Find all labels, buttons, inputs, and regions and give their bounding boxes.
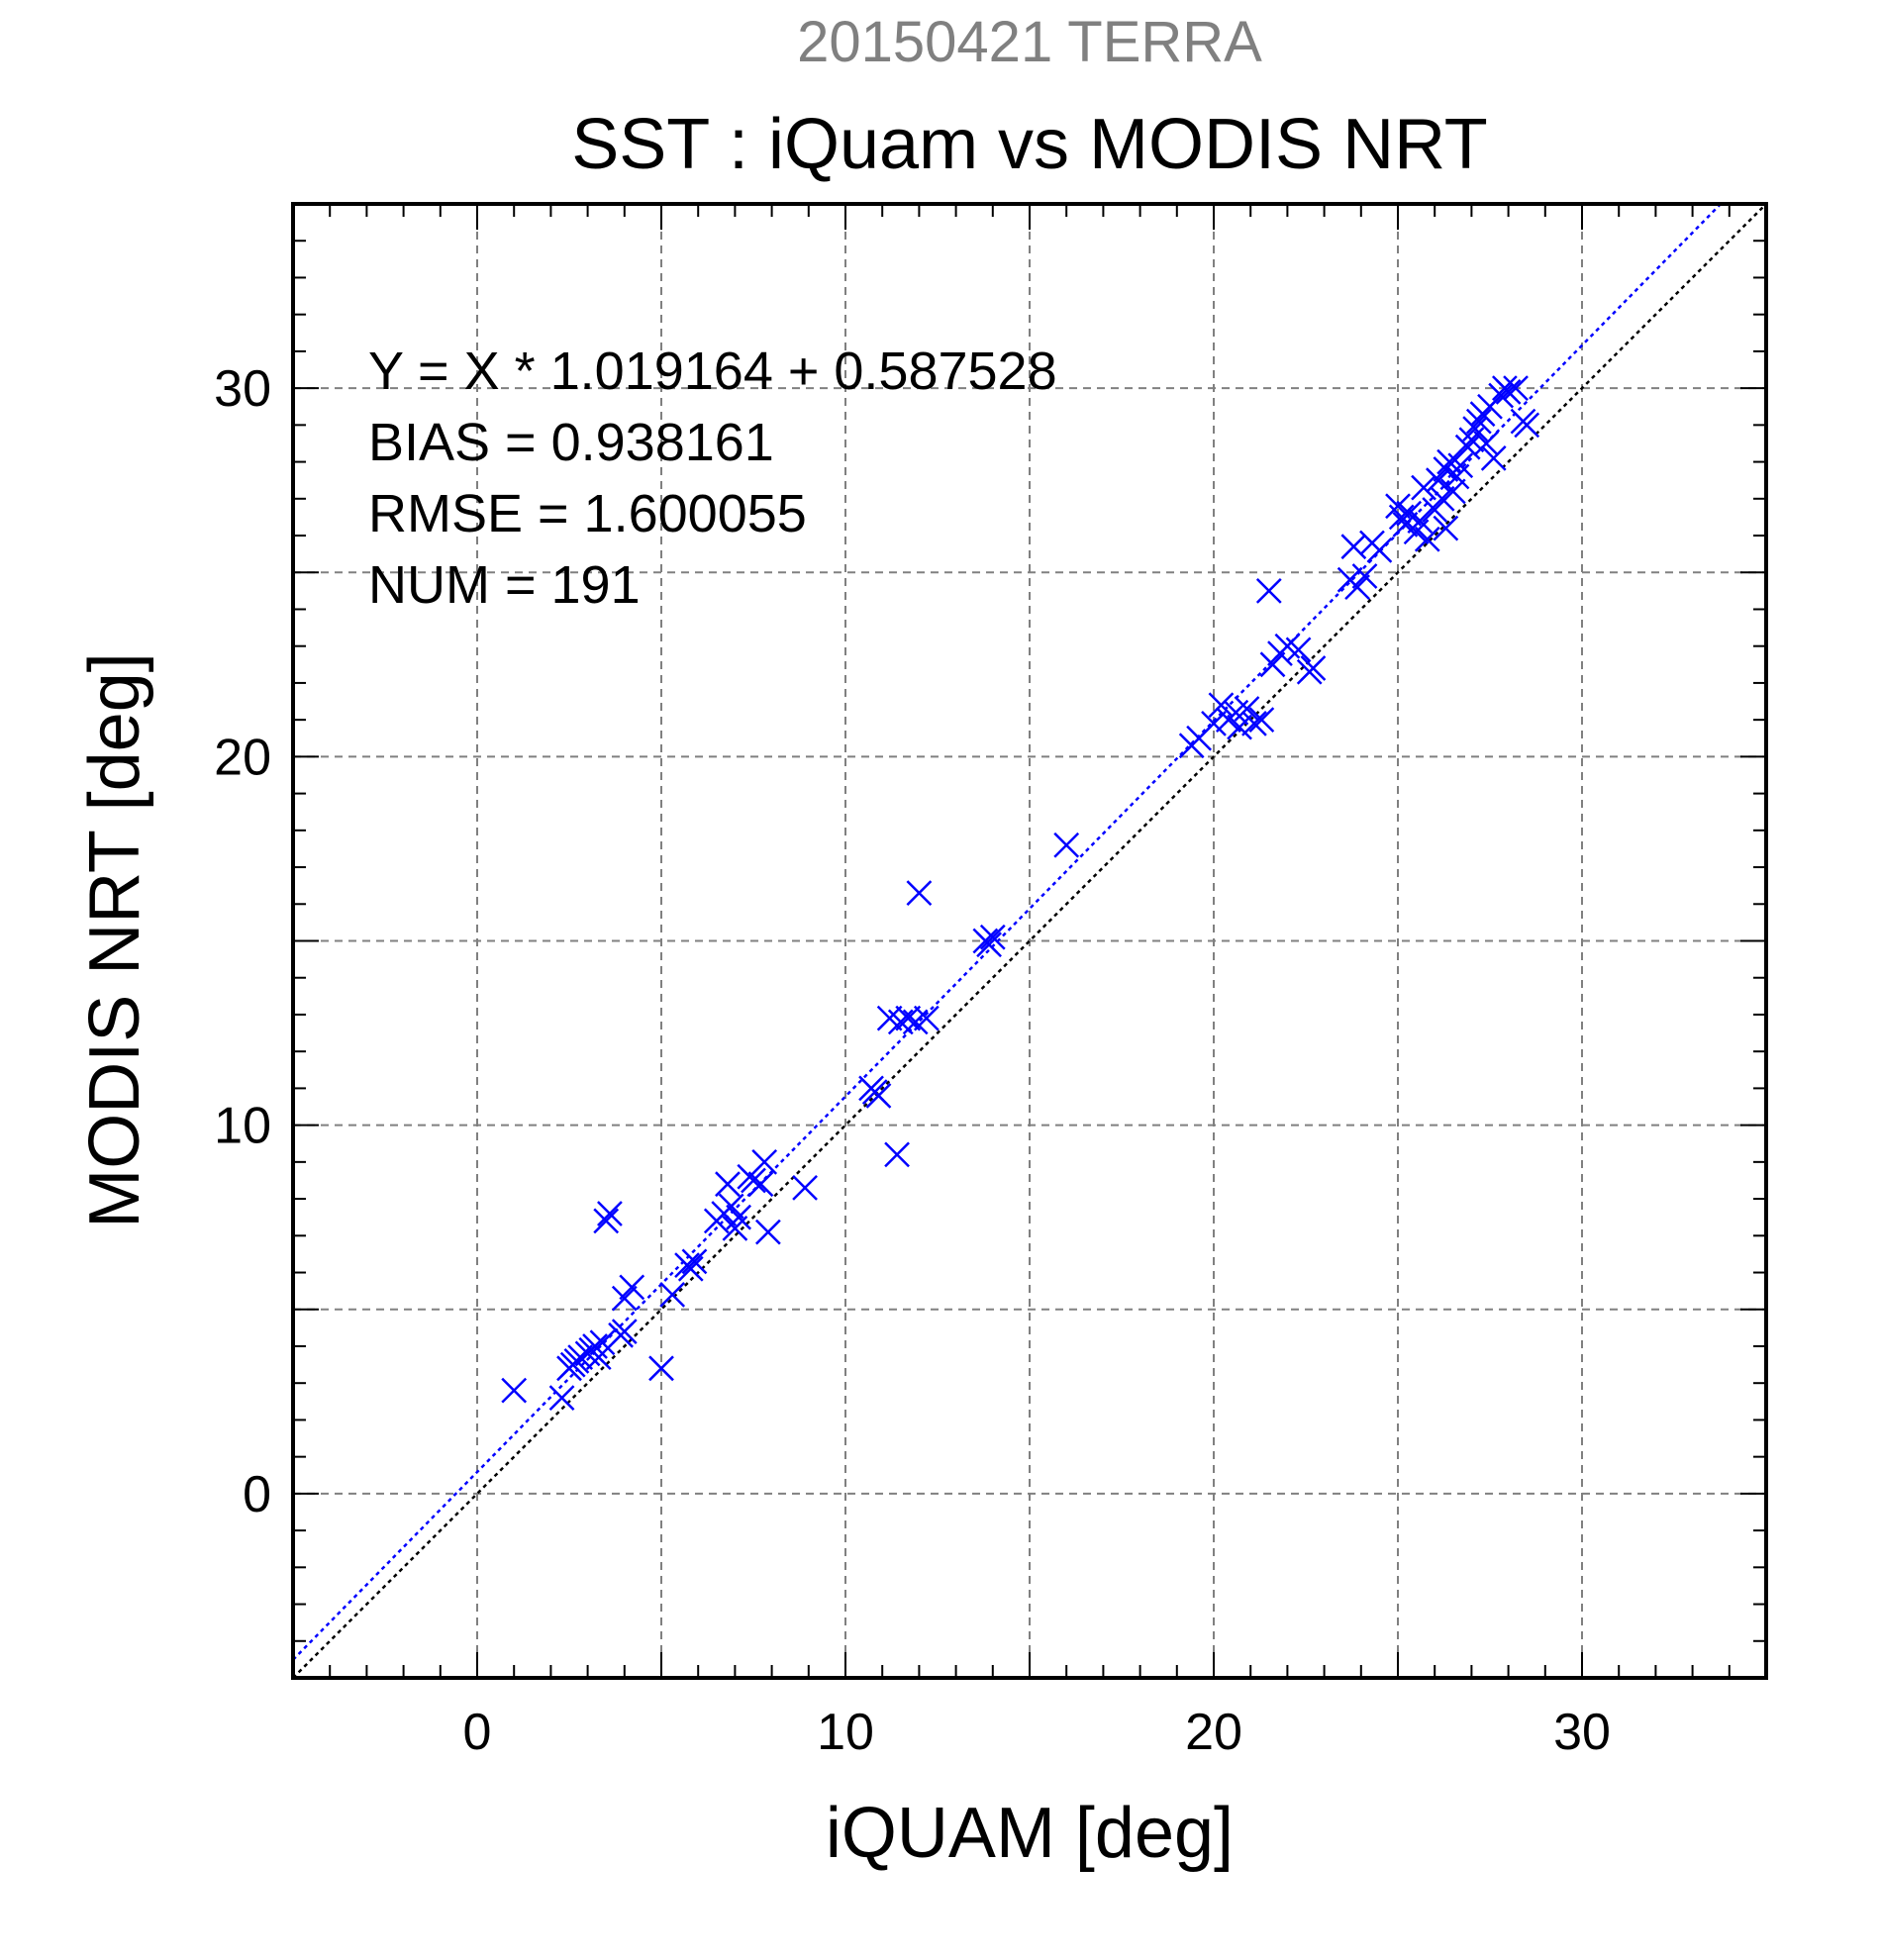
x-tick-label: 30 — [1553, 1704, 1611, 1761]
data-point-marker — [715, 1171, 741, 1198]
y-tick-label: 10 — [214, 1098, 271, 1155]
data-point-marker — [726, 1204, 752, 1230]
data-point-marker — [1259, 651, 1286, 678]
data-point-marker — [677, 1255, 704, 1282]
data-point-marker — [619, 1274, 645, 1301]
axis-ticks: 0 10 20 30 0 10 20 30 — [214, 204, 1766, 1761]
chart-title: SST : iQuam vs MODIS NRT — [571, 105, 1488, 184]
data-point-marker — [681, 1248, 708, 1275]
data-point-marker — [611, 1319, 638, 1344]
plot-frame — [291, 202, 1768, 1680]
data-point-marker — [1201, 710, 1227, 736]
data-point-marker — [754, 1219, 781, 1245]
data-point-marker — [1344, 574, 1370, 601]
reference-lines — [293, 204, 1766, 1678]
data-point-marker — [1241, 710, 1267, 736]
data-point-marker — [1514, 412, 1540, 439]
data-point-marker — [1488, 382, 1515, 409]
data-point-marker — [1411, 474, 1436, 501]
data-point-marker — [589, 1329, 616, 1356]
data-point-marker — [1495, 378, 1522, 405]
data-point-marker — [1465, 408, 1492, 435]
data-point-marker — [1503, 375, 1529, 402]
data-point-marker — [1340, 534, 1367, 560]
data-point-marker — [1351, 563, 1378, 589]
x-axis-label: iQUAM [deg] — [826, 1794, 1234, 1873]
data-point-marker — [1454, 434, 1481, 460]
data-point-marker — [865, 1082, 892, 1109]
data-point-marker — [1433, 515, 1459, 541]
data-point-marker — [913, 1005, 940, 1031]
data-point-marker — [895, 1005, 922, 1031]
data-point-marker — [1462, 416, 1489, 441]
data-point-marker — [792, 1175, 818, 1201]
data-point-marker — [1366, 538, 1393, 563]
data-point-marker — [1255, 577, 1282, 604]
identity-line — [293, 204, 1766, 1678]
y-tick-label: 20 — [214, 729, 271, 786]
bias-value: BIAS = 0.938161 — [368, 413, 774, 472]
data-point-marker — [976, 931, 1002, 958]
data-point-marker — [1285, 637, 1312, 663]
data-point-marker — [741, 1167, 766, 1194]
data-point-marker — [567, 1344, 594, 1371]
data-point-marker — [1234, 696, 1260, 722]
data-point-marker — [648, 1355, 674, 1382]
x-tick-label: 20 — [1185, 1704, 1242, 1761]
regression-fit-line — [293, 204, 1723, 1661]
data-point-marker — [1227, 714, 1252, 740]
data-point-marker — [979, 924, 1006, 950]
data-point-marker — [1396, 500, 1423, 527]
y-tick-label: 0 — [243, 1466, 271, 1523]
grid — [293, 204, 1766, 1678]
fit-equation: Y = X * 1.019164 + 0.587528 — [368, 342, 1057, 401]
data-point-marker — [1208, 692, 1235, 719]
data-point-marker — [1480, 444, 1507, 471]
data-point-marker — [1433, 456, 1459, 482]
data-point-marker — [1414, 526, 1440, 552]
y-tick-label: 30 — [214, 360, 271, 418]
data-point-marker — [1248, 707, 1275, 734]
data-point-marker — [1439, 478, 1466, 505]
data-point-marker — [593, 1208, 620, 1234]
data-point-marker — [751, 1148, 778, 1175]
data-point-marker — [597, 1201, 623, 1226]
data-point-marker — [1447, 452, 1474, 479]
data-point-marker — [747, 1171, 774, 1198]
rmse-value: RMSE = 1.600055 — [368, 484, 807, 543]
y-axis-label: MODIS NRT [deg] — [75, 652, 154, 1228]
data-point-marker — [1473, 431, 1500, 456]
data-point-marker — [585, 1344, 612, 1371]
num-value: NUM = 191 — [368, 555, 641, 615]
data-point-marker — [1300, 655, 1327, 681]
data-point-marker — [718, 1193, 744, 1220]
data-point-marker — [611, 1285, 638, 1312]
x-tick-label: 0 — [463, 1704, 492, 1761]
x-tick-label: 10 — [817, 1704, 874, 1761]
chart-supertitle: 20150421 TERRA — [797, 10, 1262, 74]
data-point-marker — [659, 1281, 686, 1308]
data-point-marker — [548, 1385, 575, 1411]
data-point-marker — [501, 1377, 528, 1404]
data-point-marker — [1053, 832, 1080, 858]
data-point-marker — [1429, 485, 1455, 512]
data-point-marker — [906, 880, 933, 906]
stats-box: Y = X * 1.019164 + 0.587528 BIAS = 0.938… — [368, 342, 1057, 615]
data-point-marker — [884, 1141, 910, 1168]
data-point-marker — [1407, 508, 1434, 535]
data-points — [501, 375, 1540, 1411]
